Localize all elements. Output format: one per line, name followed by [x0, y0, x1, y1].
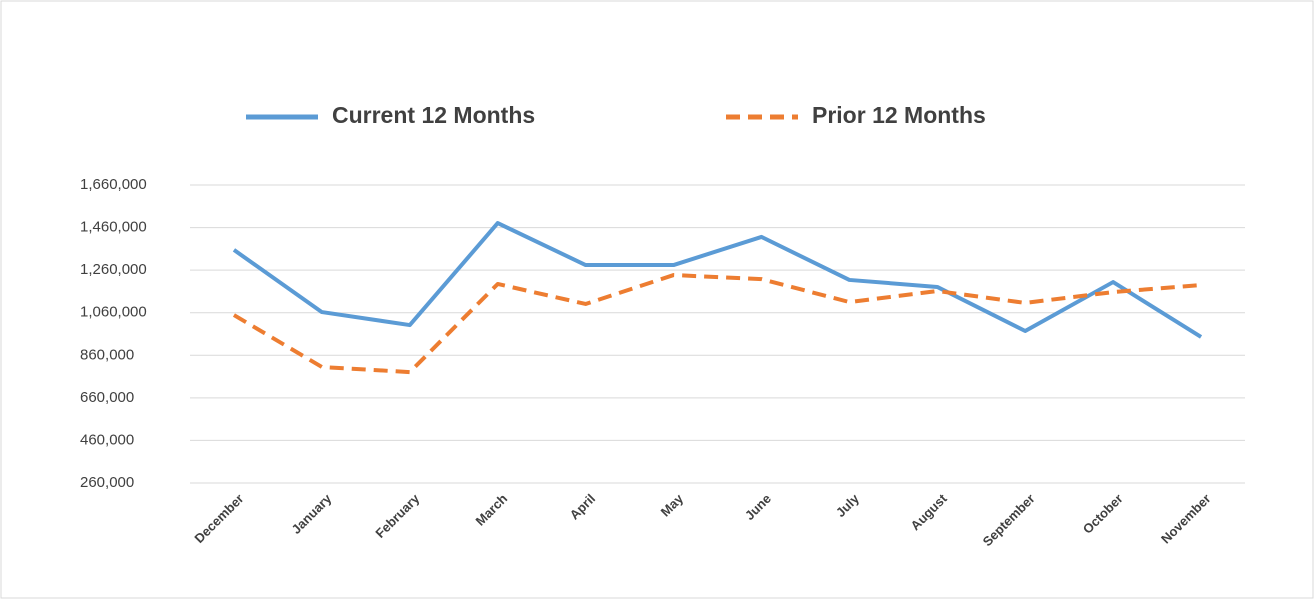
legend-label: Current 12 Months: [332, 102, 535, 128]
y-tick-label: 1,060,000: [80, 304, 147, 321]
y-tick-label: 860,000: [80, 346, 134, 363]
y-tick-label: 660,000: [80, 389, 134, 406]
series-line: [232, 221, 1203, 339]
series-line: [232, 273, 1202, 375]
y-tick-label: 1,460,000: [80, 219, 147, 236]
y-tick-label: 460,000: [80, 431, 134, 448]
legend-label: Prior 12 Months: [812, 102, 986, 128]
y-tick-label: 1,660,000: [80, 176, 147, 193]
y-tick-label: 260,000: [80, 474, 134, 491]
y-tick-label: 1,260,000: [80, 261, 147, 278]
